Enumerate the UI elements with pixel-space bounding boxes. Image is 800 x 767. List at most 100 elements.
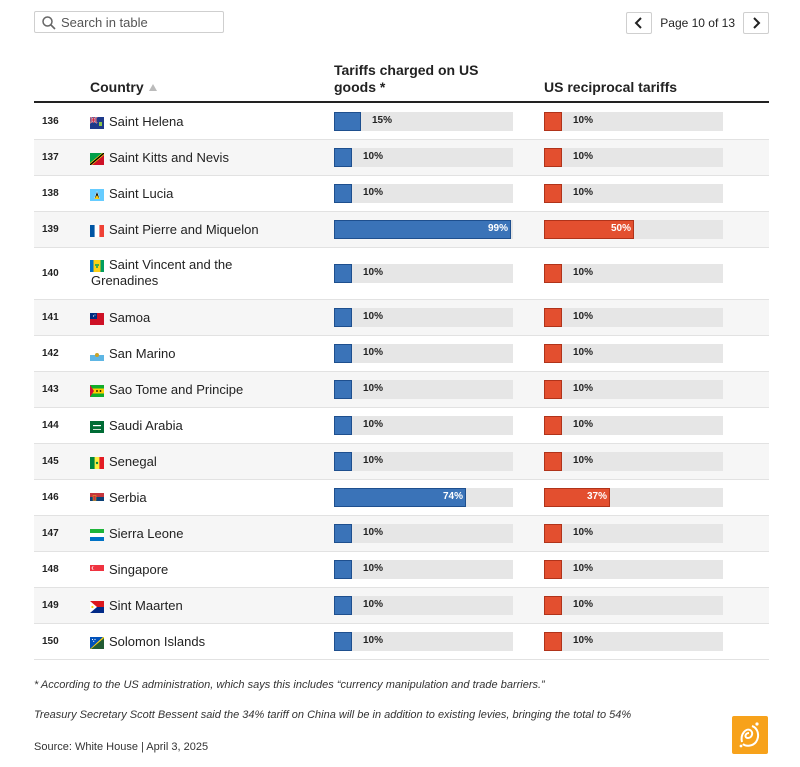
reciprocal-bar xyxy=(544,220,634,239)
chevron-left-icon xyxy=(634,17,642,29)
chevron-right-icon xyxy=(753,17,761,29)
table-row: 149 Sint Maarten 10% 10% xyxy=(34,588,769,624)
charged-bar-track: 10% xyxy=(334,148,513,167)
charged-bar xyxy=(334,220,511,239)
sao-tome-flag xyxy=(90,384,104,397)
charged-bar xyxy=(334,596,352,615)
reciprocal-bar xyxy=(544,524,562,543)
charged-value-label: 10% xyxy=(363,311,384,322)
charged-bar-track: 10% xyxy=(334,344,513,363)
table-row: 144 Saudi Arabia 10% 10% xyxy=(34,408,769,444)
solomon-islands-flag xyxy=(90,636,104,649)
reciprocal-bar-track: 10% xyxy=(544,112,723,131)
tariffs-charged-column-header[interactable]: Tariffs charged on US goods * xyxy=(334,62,479,95)
charged-bar xyxy=(334,524,352,543)
row-rank: 137 xyxy=(42,152,59,163)
search-box[interactable] xyxy=(34,11,224,33)
country-name: Singapore xyxy=(109,562,169,577)
row-rank: 136 xyxy=(42,116,59,127)
table-header: Country Tariffs charged on US goods * US… xyxy=(34,60,769,103)
row-rank: 140 xyxy=(42,268,59,279)
saint-pierre-flag xyxy=(90,224,104,237)
charged-bar xyxy=(334,632,352,651)
charged-bar-track: 10% xyxy=(334,632,513,651)
saint-helena-flag xyxy=(89,116,104,129)
reciprocal-bar xyxy=(544,344,562,363)
charged-value-label: 15% xyxy=(372,115,393,126)
table-row: 141 Samoa 10% 10% xyxy=(34,300,769,336)
charged-bar-track: 15% xyxy=(334,112,513,131)
charged-value-label: 10% xyxy=(363,267,384,278)
charged-value-label: 10% xyxy=(363,419,384,430)
saint-lucia-flag xyxy=(90,188,104,201)
charged-value-label: 10% xyxy=(363,347,384,358)
table-row: 139 Saint Pierre and Miquelon 99% 50% xyxy=(34,212,769,248)
row-rank: 139 xyxy=(42,224,59,235)
table-body: 136 Saint Helena 15% 10% 137 Saint Kitts and … xyxy=(34,104,769,660)
charged-value-label: 99% xyxy=(487,223,508,234)
row-rank: 138 xyxy=(42,188,59,199)
charged-value-label: 10% xyxy=(363,187,384,198)
table-row: 148 Singapore 10% 10% xyxy=(34,552,769,588)
charged-value-label: 10% xyxy=(363,635,384,646)
charged-bar xyxy=(334,380,352,399)
country-column-header[interactable]: Country xyxy=(90,79,157,96)
page-indicator: Page 10 of 13 xyxy=(660,16,735,30)
reciprocal-value-label: 10% xyxy=(573,267,594,278)
charged-bar-track: 10% xyxy=(334,308,513,327)
table-row: 142 San Marino 10% 10% xyxy=(34,336,769,372)
reciprocal-value-label: 37% xyxy=(586,491,607,502)
country-name: Sao Tome and Principe xyxy=(109,382,244,397)
search-input[interactable] xyxy=(61,13,219,31)
table-row: 136 Saint Helena 15% 10% xyxy=(34,104,769,140)
reciprocal-bar-track: 10% xyxy=(544,184,723,203)
reciprocal-value-label: 10% xyxy=(573,563,594,574)
reciprocal-bar-track: 37% xyxy=(544,488,723,507)
country-name: Serbia xyxy=(109,490,147,505)
charged-value-label: 10% xyxy=(363,151,384,162)
reciprocal-bar xyxy=(544,264,562,283)
reciprocal-value-label: 10% xyxy=(573,455,594,466)
charged-bar-track: 99% xyxy=(334,220,513,239)
singapore-flag xyxy=(90,564,104,577)
charged-bar xyxy=(334,148,352,167)
table-row: 140 Saint Vincent and the Grenadines 10% 10… xyxy=(34,248,769,300)
row-rank: 144 xyxy=(42,420,59,431)
table-row: 146 Serbia 74% 37% xyxy=(34,480,769,516)
reciprocal-bar xyxy=(544,112,562,131)
reciprocal-value-label: 10% xyxy=(573,151,594,162)
source-line: Source: White House | April 3, 2025 xyxy=(34,741,209,753)
charged-bar-track: 10% xyxy=(334,184,513,203)
row-rank: 149 xyxy=(42,600,59,611)
row-rank: 141 xyxy=(42,312,59,323)
country-name: Solomon Islands xyxy=(109,634,206,649)
charged-bar-track: 10% xyxy=(334,264,513,283)
charged-bar xyxy=(334,560,352,579)
reciprocal-bar-track: 10% xyxy=(544,344,723,363)
reciprocal-bar-track: 10% xyxy=(544,452,723,471)
table-row: 137 Saint Kitts and Nevis 10% 10% xyxy=(34,140,769,176)
serbia-flag xyxy=(90,492,104,505)
charged-value-label: 10% xyxy=(363,563,384,574)
charged-bar xyxy=(334,308,352,327)
next-page-button[interactable] xyxy=(743,12,769,34)
charged-bar xyxy=(334,112,361,131)
previous-page-button[interactable] xyxy=(626,12,653,34)
reciprocal-column-header[interactable]: US reciprocal tariffs xyxy=(544,79,678,95)
charged-bar-track: 10% xyxy=(334,452,513,471)
row-rank: 143 xyxy=(42,384,59,395)
al-jazeera-logo xyxy=(732,716,768,754)
reciprocal-bar xyxy=(544,560,562,579)
sort-ascending-icon xyxy=(148,84,157,91)
reciprocal-bar xyxy=(544,184,562,203)
saint-kitts-flag xyxy=(90,152,104,165)
charged-bar xyxy=(334,344,352,363)
pagination: Page 10 of 13 xyxy=(626,11,769,35)
reciprocal-value-label: 10% xyxy=(573,635,594,646)
sierra-leone-flag xyxy=(90,528,104,541)
reciprocal-value-label: 10% xyxy=(573,311,594,322)
reciprocal-bar xyxy=(544,488,610,507)
row-rank: 148 xyxy=(42,564,59,575)
charged-bar-track: 10% xyxy=(334,596,513,615)
charged-bar xyxy=(334,452,352,471)
